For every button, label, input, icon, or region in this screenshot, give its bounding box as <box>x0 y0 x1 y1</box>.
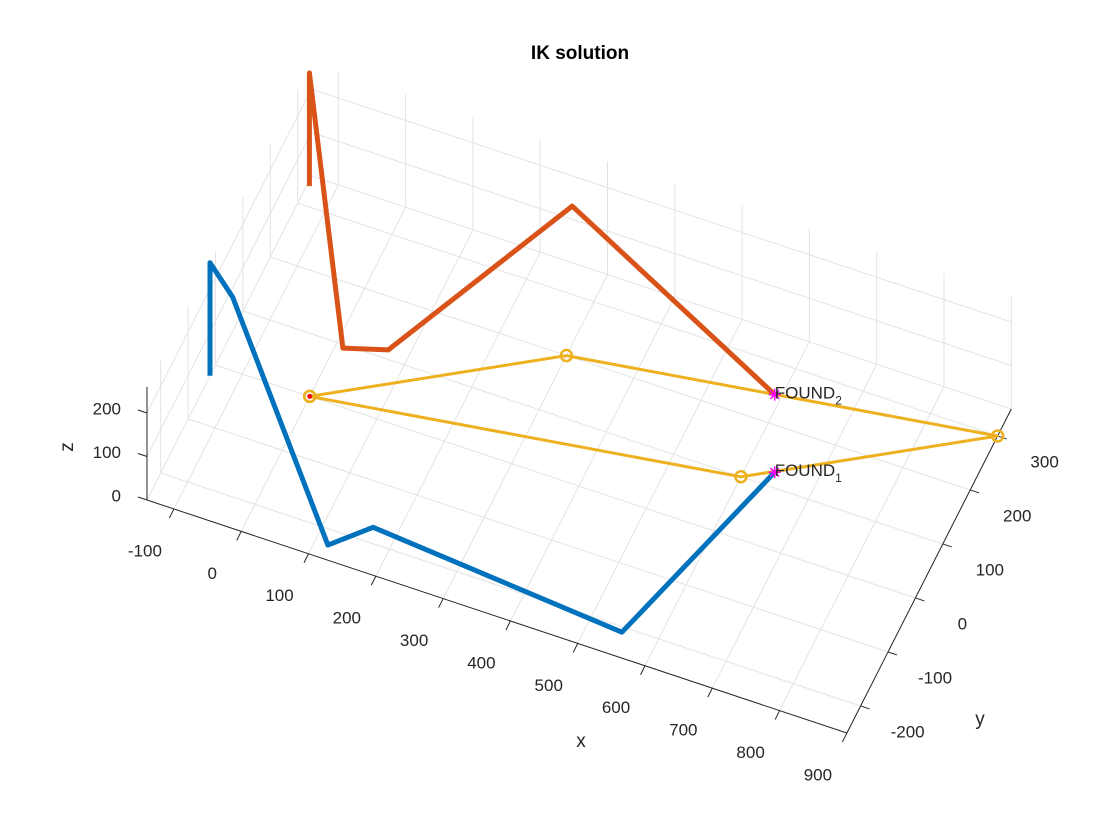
y-tick-label: -100 <box>918 668 952 687</box>
series-line <box>207 260 777 635</box>
x-tick-label: 600 <box>602 698 630 717</box>
grid-line <box>779 273 945 711</box>
x-tick <box>370 575 377 586</box>
y-tick <box>970 489 980 494</box>
annotation-text: FOUND <box>775 384 835 403</box>
y-tick-label: -200 <box>891 722 925 741</box>
x-tick-label: 200 <box>333 609 361 628</box>
annotation: FOUND1 <box>775 462 842 486</box>
y-tick-label: 0 <box>958 614 967 633</box>
annotation: FOUND2 <box>775 384 842 408</box>
z-tick-label: 200 <box>93 399 121 418</box>
x-tick <box>505 620 511 631</box>
x-tick <box>774 710 781 720</box>
grid-line <box>215 251 916 599</box>
y-tick-label: 200 <box>1003 506 1031 525</box>
chart-title: IK solution <box>531 43 629 64</box>
z-axis-label: z <box>57 442 78 452</box>
x-tick <box>572 643 579 653</box>
grid-line <box>146 175 1012 501</box>
y-tick-label: 100 <box>976 560 1004 579</box>
x-tick <box>841 732 848 743</box>
grid-line <box>375 139 541 577</box>
x-axis-label: x <box>576 731 586 752</box>
grid-line <box>173 71 339 510</box>
x-tick <box>303 553 309 563</box>
x-tick-label: 700 <box>669 721 697 740</box>
z-tick <box>137 496 148 501</box>
grid-line <box>577 206 743 644</box>
series-line <box>306 70 777 397</box>
x-tick <box>707 687 713 698</box>
z-tick <box>137 409 148 414</box>
marker <box>302 389 317 404</box>
annotation-subscript: 1 <box>835 471 842 485</box>
x-tick <box>236 531 242 541</box>
x-tick <box>438 598 444 608</box>
x-tick-label: 100 <box>265 586 293 605</box>
x-tick-label: 500 <box>535 676 563 695</box>
x-tick-label: 800 <box>736 743 764 762</box>
grid-line <box>146 88 1012 414</box>
annotation-text: FOUND <box>775 462 835 481</box>
z-tick <box>137 453 148 457</box>
marker <box>768 388 781 401</box>
series-line <box>309 354 1000 479</box>
y-tick <box>860 705 870 710</box>
y-axis-line <box>846 408 1012 734</box>
marker <box>307 393 313 399</box>
x-tick-label: -100 <box>128 541 162 560</box>
x-tick-label: 300 <box>400 631 428 650</box>
y-tick <box>915 597 925 602</box>
grid-line <box>509 183 676 622</box>
grid-line <box>240 94 407 532</box>
y-tick-label: 300 <box>1030 452 1058 471</box>
grid-line <box>160 359 861 707</box>
grid-line <box>846 295 1012 734</box>
annotation-subscript: 2 <box>835 394 842 408</box>
grid-line <box>242 197 943 545</box>
z-tick-label: 100 <box>93 443 121 462</box>
x-tick <box>168 508 175 519</box>
y-axis-label: y <box>975 709 985 730</box>
x-tick-label: 0 <box>207 564 216 583</box>
marker <box>559 348 574 363</box>
grid-line <box>308 116 474 555</box>
marker <box>734 470 748 484</box>
x-tick-label: 900 <box>804 765 832 784</box>
x-axis-line <box>146 499 848 734</box>
z-tick-label: 0 <box>112 486 121 505</box>
grid-line <box>442 161 608 599</box>
marker <box>990 429 1005 443</box>
y-tick <box>887 651 898 656</box>
grid-line <box>297 89 998 437</box>
y-tick <box>942 543 952 548</box>
x-tick-label: 400 <box>467 653 495 672</box>
marker <box>768 466 781 479</box>
x-tick <box>640 665 646 675</box>
